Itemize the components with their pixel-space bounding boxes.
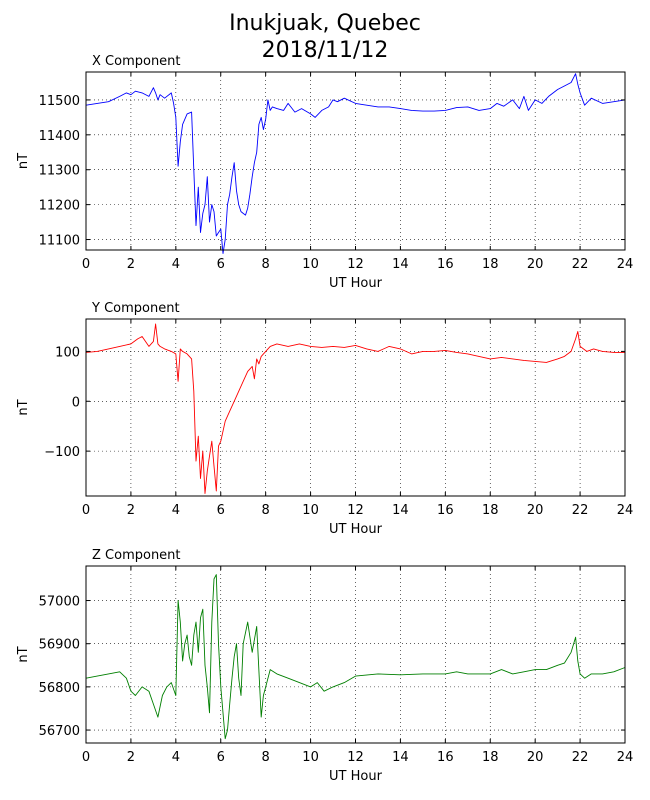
- x-tick-label: 22: [572, 503, 589, 518]
- x-tick-label: 24: [617, 750, 634, 765]
- y-tick-label: 11200: [39, 199, 80, 214]
- page-title: Inukjuak, Quebec 2018/11/12: [0, 10, 650, 64]
- x-tick-label: 12: [347, 257, 364, 272]
- y-tick-label: 57000: [39, 595, 80, 610]
- x-tick-label: 2: [127, 503, 135, 518]
- chart-panel-3: 0 2 4 6 8 10 12 14 16 18 20 22 245670056800569005700…: [16, 548, 633, 784]
- x-tick-label: 4: [172, 503, 180, 518]
- x-tick-label: 22: [572, 257, 589, 272]
- x-tick-label: 20: [527, 503, 544, 518]
- series-line: [85, 73, 626, 254]
- x-tick-label: 6: [217, 503, 225, 518]
- x-axis-label: UT Hour: [329, 769, 383, 784]
- x-tick-label: 0: [82, 750, 90, 765]
- x-tick-label: 18: [482, 750, 499, 765]
- x-tick-label: 24: [617, 503, 634, 518]
- x-tick-label: 8: [262, 503, 270, 518]
- x-tick-label: 4: [172, 257, 180, 272]
- y-tick-label: 0: [72, 395, 80, 410]
- x-tick-label: 0: [82, 257, 90, 272]
- y-axis-label: nT: [16, 646, 31, 662]
- x-tick-label: 10: [302, 503, 319, 518]
- x-axis-label: UT Hour: [329, 276, 383, 291]
- x-tick-label: 20: [527, 750, 544, 765]
- x-axis-label: UT Hour: [329, 522, 383, 537]
- y-tick-label: 11500: [39, 94, 80, 109]
- x-tick-label: 22: [572, 750, 589, 765]
- x-tick-label: 4: [172, 750, 180, 765]
- x-tick-label: 18: [482, 503, 499, 518]
- x-tick-label: 8: [262, 257, 270, 272]
- x-tick-label: 18: [482, 257, 499, 272]
- x-tick-label: 16: [437, 257, 454, 272]
- x-tick-label: 24: [617, 257, 634, 272]
- x-tick-label: 20: [527, 257, 544, 272]
- x-tick-label: 2: [127, 750, 135, 765]
- x-tick-label: 8: [262, 750, 270, 765]
- y-tick-label: −100: [44, 445, 80, 460]
- y-tick-label: 56900: [39, 638, 80, 653]
- x-tick-label: 10: [302, 257, 319, 272]
- y-axis-label: nT: [16, 153, 31, 169]
- panel-title: Z Component: [92, 548, 181, 563]
- y-tick-label: 56800: [39, 681, 80, 696]
- y-axis-label: nT: [16, 399, 31, 415]
- x-tick-label: 14: [392, 750, 409, 765]
- y-tick-label: 11300: [39, 164, 80, 179]
- x-tick-label: 0: [82, 503, 90, 518]
- series-line: [85, 574, 626, 740]
- y-tick-label: 100: [55, 345, 80, 360]
- x-tick-label: 12: [347, 750, 364, 765]
- x-tick-label: 14: [392, 257, 409, 272]
- x-tick-label: 2: [127, 257, 135, 272]
- y-tick-label: 11100: [39, 234, 80, 249]
- x-tick-label: 12: [347, 503, 364, 518]
- page-title-date: 2018/11/12: [261, 38, 389, 63]
- x-tick-label: 6: [217, 257, 225, 272]
- x-tick-label: 14: [392, 503, 409, 518]
- x-tick-label: 16: [437, 750, 454, 765]
- y-tick-label: 11400: [39, 129, 80, 144]
- y-tick-label: 56700: [39, 724, 80, 739]
- chart-panel-1: 0 2 4 6 8 10 12 14 16 18 20 22 241110011200113001140…: [16, 54, 633, 291]
- panel-title: Y Component: [91, 301, 180, 316]
- x-tick-label: 6: [217, 750, 225, 765]
- page-title-location: Inukjuak, Quebec: [229, 11, 421, 36]
- panel-title: X Component: [92, 54, 181, 69]
- x-tick-label: 16: [437, 503, 454, 518]
- series-line: [85, 323, 625, 494]
- x-tick-label: 10: [302, 750, 319, 765]
